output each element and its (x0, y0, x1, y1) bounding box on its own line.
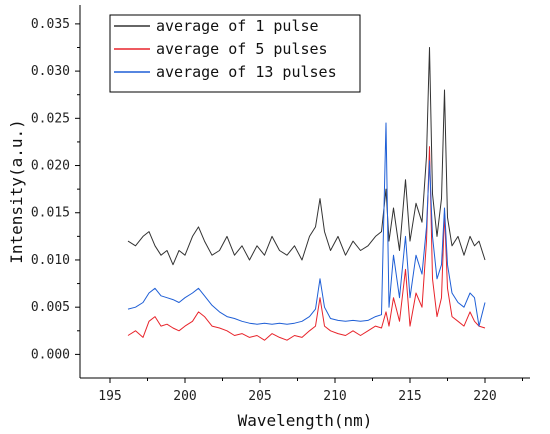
series-line-3 (127, 122, 486, 327)
x-axis-title: Wavelength(nm) (238, 411, 373, 430)
y-tick-label: 0.005 (31, 300, 70, 315)
x-tick-label: 205 (248, 389, 271, 404)
x-tick-label: 215 (398, 389, 421, 404)
plot-area (127, 47, 486, 341)
legend-label-1: average of 1 pulse (156, 17, 319, 35)
y-tick-label: 0.015 (31, 206, 70, 221)
y-axis-title: Intensity(a.u.) (7, 119, 26, 264)
series-line-1 (127, 47, 486, 266)
y-tick-label: 0.020 (31, 159, 70, 174)
y-tick-label: 0.035 (31, 17, 70, 32)
legend-label-2: average of 5 pulses (156, 40, 328, 58)
x-tick-label: 210 (323, 389, 346, 404)
y-tick-label: 0.000 (31, 347, 70, 362)
y-tick-label: 0.010 (31, 253, 70, 268)
x-tick-label: 220 (473, 389, 496, 404)
legend-label-3: average of 13 pulses (156, 63, 337, 81)
axes: 195 200 205 210 215 220 0.000 0.005 0.010 0.015 0.… (31, 5, 530, 404)
x-tick-label: 200 (173, 389, 196, 404)
legend: average of 1 pulse average of 5 pulses ave… (109, 14, 361, 93)
x-tick-label: 195 (98, 389, 121, 404)
series-line-2 (127, 146, 486, 341)
y-tick-label: 0.025 (31, 111, 70, 126)
legend-box (109, 14, 361, 93)
y-tick-label: 0.030 (31, 64, 70, 79)
